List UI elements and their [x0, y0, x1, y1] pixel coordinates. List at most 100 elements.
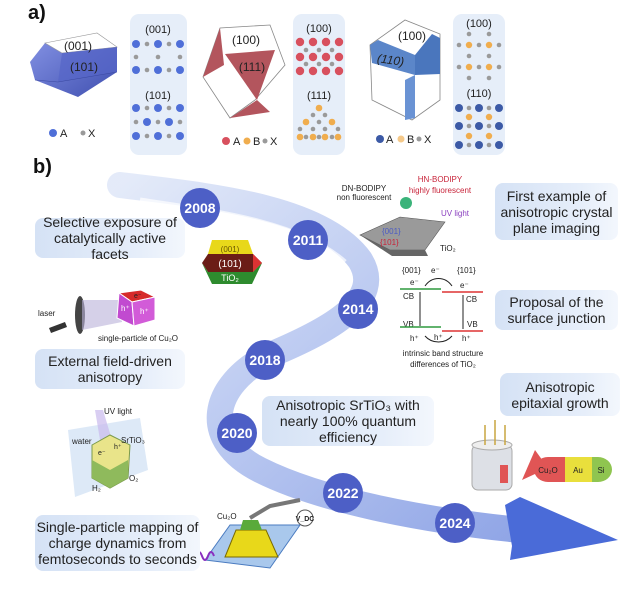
facet-label-100: (100)	[398, 29, 426, 43]
atom	[132, 132, 140, 140]
hn-bodipy-label: HN-BODIPY	[418, 175, 463, 184]
legend-x: X	[88, 128, 96, 140]
facet-001: {001}	[382, 227, 401, 236]
atom	[132, 66, 140, 74]
uv-light-label: UV light	[104, 407, 133, 416]
atom	[486, 142, 492, 148]
laser-icon	[49, 322, 67, 333]
atom	[475, 104, 483, 112]
atom	[486, 105, 492, 111]
atom	[297, 126, 303, 132]
year-label: 2022	[327, 485, 358, 501]
atom	[316, 119, 322, 125]
cu2o-segment-label: Cu₂O	[538, 466, 558, 475]
legend-1: A X	[49, 128, 96, 140]
atom	[166, 105, 172, 111]
atom	[316, 134, 322, 140]
atom	[475, 141, 483, 149]
atom	[496, 64, 502, 70]
atom	[144, 67, 150, 73]
atom	[465, 113, 473, 121]
atom	[475, 122, 483, 130]
facet-001: (001)	[221, 245, 240, 254]
atom	[154, 40, 162, 48]
year-label: 2020	[221, 425, 252, 441]
atom	[456, 64, 462, 70]
year-label: 2011	[293, 232, 324, 248]
atom	[334, 133, 342, 141]
hn-bodipy-sub: highly fluorescent	[409, 186, 472, 195]
srtio3-photocatalysis-illustration: UV light water SrTiO₃ e⁻ h⁺ H₂ O₂	[68, 407, 148, 497]
year-label: 2018	[249, 352, 280, 368]
atom	[177, 54, 183, 60]
water-label: water	[71, 437, 92, 446]
year-marker-2020: 2020	[217, 413, 257, 453]
atom	[456, 42, 462, 48]
atom	[310, 112, 316, 118]
atom	[295, 37, 305, 47]
milestone-2018: External field-driven anisotropy	[35, 349, 185, 389]
atom	[166, 67, 172, 73]
atom	[329, 47, 335, 53]
tio2-truncated-bipyramid: (001) (101) TiO₂	[202, 240, 262, 284]
atom	[308, 52, 318, 62]
cu2o-mapping-illustration: V_DC Cu₂O	[195, 498, 314, 569]
milestone-2024: Single-particle mapping of charge dynami…	[35, 515, 200, 571]
hole-label: h⁺	[434, 333, 443, 342]
year-circle	[245, 340, 285, 380]
cu2o-label: Cu₂O	[217, 512, 237, 521]
atom	[466, 123, 472, 129]
atom	[176, 66, 184, 74]
band-caption: differences of TiO₂	[410, 360, 476, 369]
atom	[315, 104, 323, 112]
panel3-top-title: (100)	[466, 18, 492, 30]
panel2-top-title: (100)	[306, 23, 332, 35]
atom	[485, 63, 493, 71]
atom	[308, 66, 318, 76]
atom	[295, 52, 305, 62]
atom	[466, 53, 472, 59]
year-label: 2024	[439, 515, 470, 531]
legend-x: X	[424, 134, 432, 146]
atom	[296, 133, 304, 141]
atom	[133, 54, 139, 60]
legend-b: B	[407, 134, 414, 146]
atom	[303, 61, 309, 67]
legend-a: A	[60, 128, 68, 140]
year-marker-2011: 2011	[288, 220, 328, 260]
dn-bodipy-label: DN-BODIPY	[342, 184, 387, 193]
atom	[165, 118, 173, 126]
hole-label: h⁺	[462, 334, 471, 343]
cu2o-caption: single-particle of Cu₂O	[98, 334, 178, 343]
bodipy-molecule-icon	[400, 197, 412, 209]
year-marker-2008: 2008	[180, 188, 220, 228]
atom	[176, 104, 184, 112]
laser-cu2o-illustration: laser e⁻ h⁺ h⁺ single-particle of Cu₂O	[38, 289, 178, 343]
atom	[476, 42, 482, 48]
atom	[485, 132, 493, 140]
atom	[154, 66, 162, 74]
timeline-arrowhead	[505, 497, 618, 560]
tio2-label: TiO₂	[440, 244, 456, 253]
atom	[302, 118, 310, 126]
year-label: 2014	[342, 301, 373, 317]
atom	[466, 142, 472, 148]
milestone-2008: Selective exposure of catalytically acti…	[35, 214, 185, 262]
cb-label: CB	[403, 292, 414, 301]
atom	[132, 104, 140, 112]
facet-label-100: (100)	[232, 33, 260, 47]
atom	[496, 42, 502, 48]
legend-3: A B X	[376, 134, 432, 146]
atom	[321, 133, 329, 141]
panel-a-label: a)	[28, 2, 46, 24]
atom	[485, 41, 493, 49]
milestone-2014: Proposal of the surface junction	[495, 290, 618, 330]
atom	[334, 66, 344, 76]
h2-label: H₂	[92, 484, 101, 493]
atom	[144, 105, 150, 111]
atom	[466, 105, 472, 111]
year-circle	[323, 473, 363, 513]
atom	[322, 112, 328, 118]
atom	[303, 134, 309, 140]
year-marker-2022: 2022	[323, 473, 363, 513]
